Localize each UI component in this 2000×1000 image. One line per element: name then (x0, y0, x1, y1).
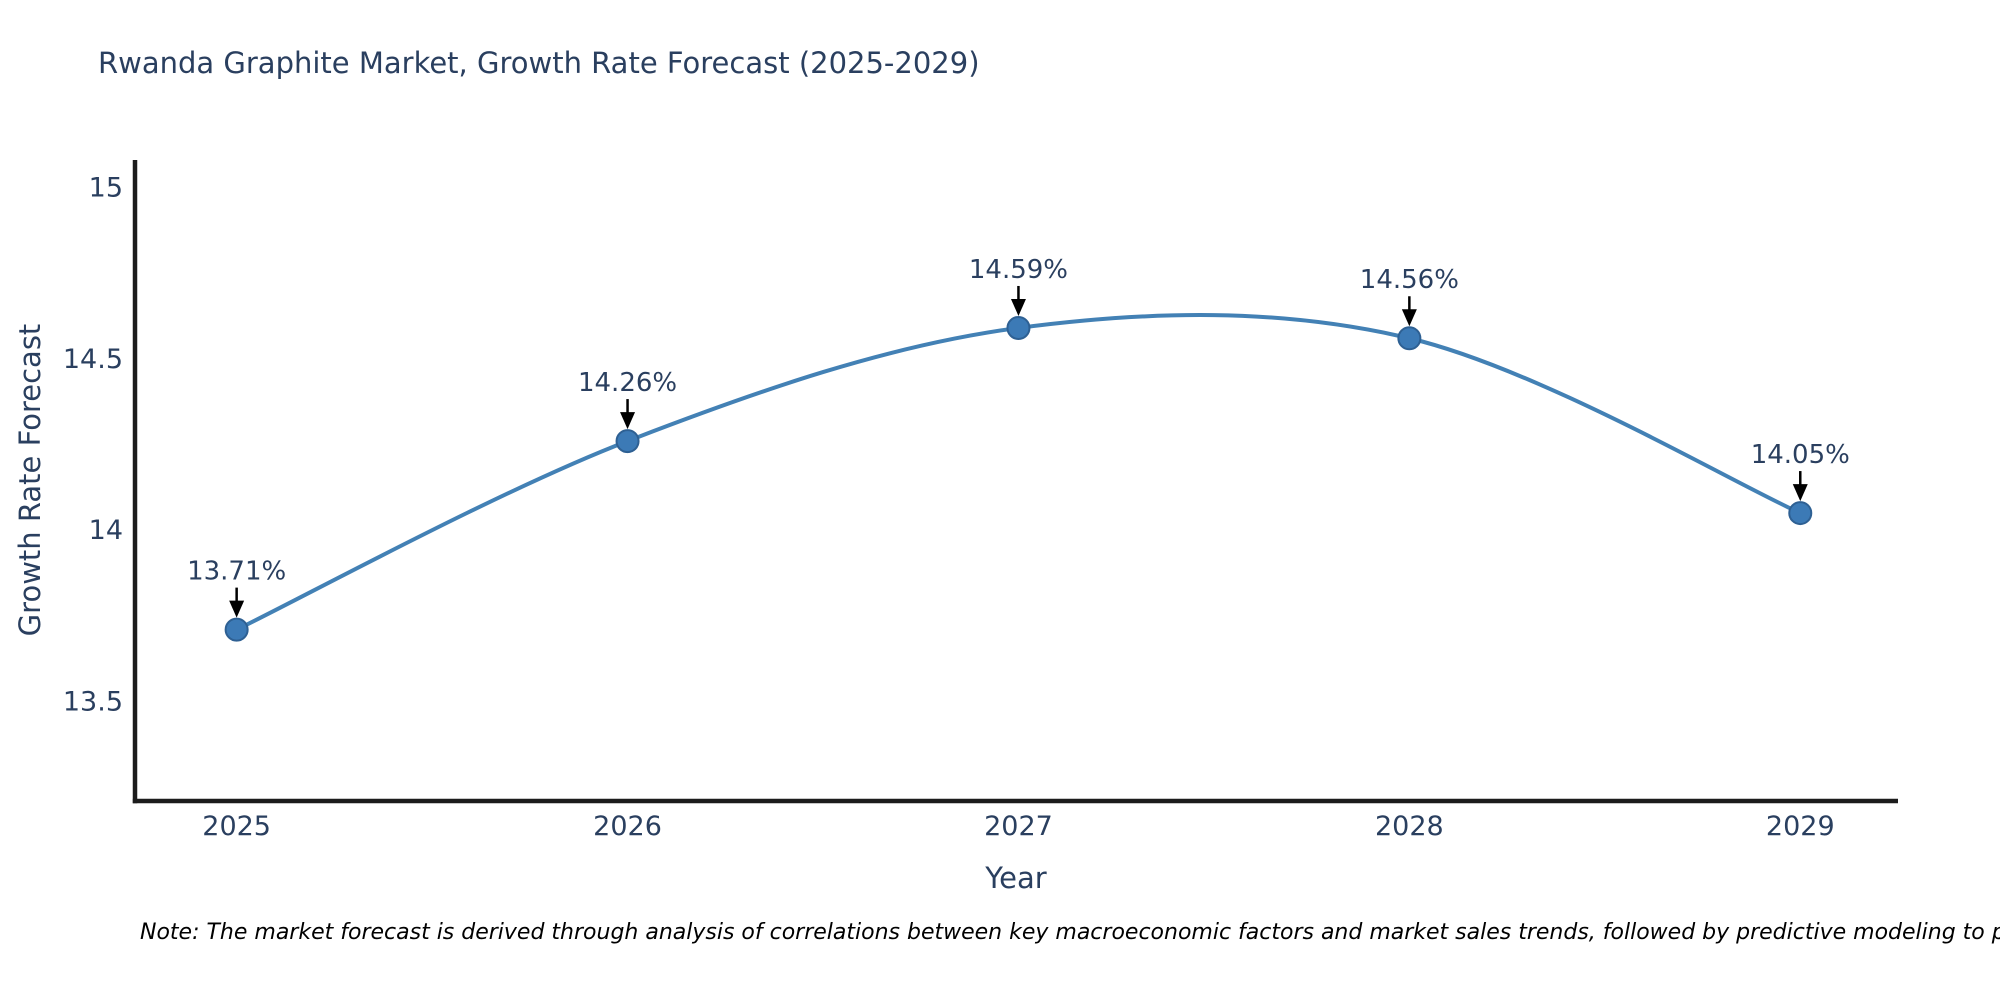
data-point-marker (615, 429, 640, 454)
annotation-label: 14.05% (1751, 440, 1850, 470)
x-tick-label: 2025 (202, 811, 271, 842)
annotation-arrowhead (1401, 309, 1417, 327)
annotation-label: 14.59% (969, 255, 1068, 285)
data-point-marker (1788, 501, 1813, 526)
data-point-marker (1006, 315, 1031, 340)
footnote: Note: The market forecast is derived thr… (140, 920, 2000, 945)
annotation-arrowhead (620, 412, 636, 430)
data-point-marker (224, 617, 249, 642)
y-tick-label: 14.5 (63, 344, 123, 375)
x-tick-label: 2027 (984, 811, 1053, 842)
x-axis-title: Year (985, 861, 1047, 895)
chart-title: Rwanda Graphite Market, Growth Rate Fore… (98, 46, 980, 80)
annotation-arrowhead (1010, 298, 1026, 316)
x-tick-label: 2029 (1766, 811, 1835, 842)
x-tick-label: 2026 (593, 811, 662, 842)
x-tick-label: 2028 (1375, 811, 1444, 842)
y-tick-label: 13.5 (63, 687, 123, 718)
annotation-label: 14.56% (1360, 265, 1459, 295)
annotation-arrowhead (1792, 484, 1808, 502)
data-point-marker (1397, 326, 1422, 351)
forecast-line (234, 313, 1803, 632)
annotation-label: 14.26% (578, 368, 677, 398)
annotation-arrowhead (229, 600, 245, 618)
y-tick-label: 15 (89, 172, 123, 203)
annotation-label: 13.71% (187, 557, 286, 587)
y-tick-label: 14 (89, 515, 123, 546)
